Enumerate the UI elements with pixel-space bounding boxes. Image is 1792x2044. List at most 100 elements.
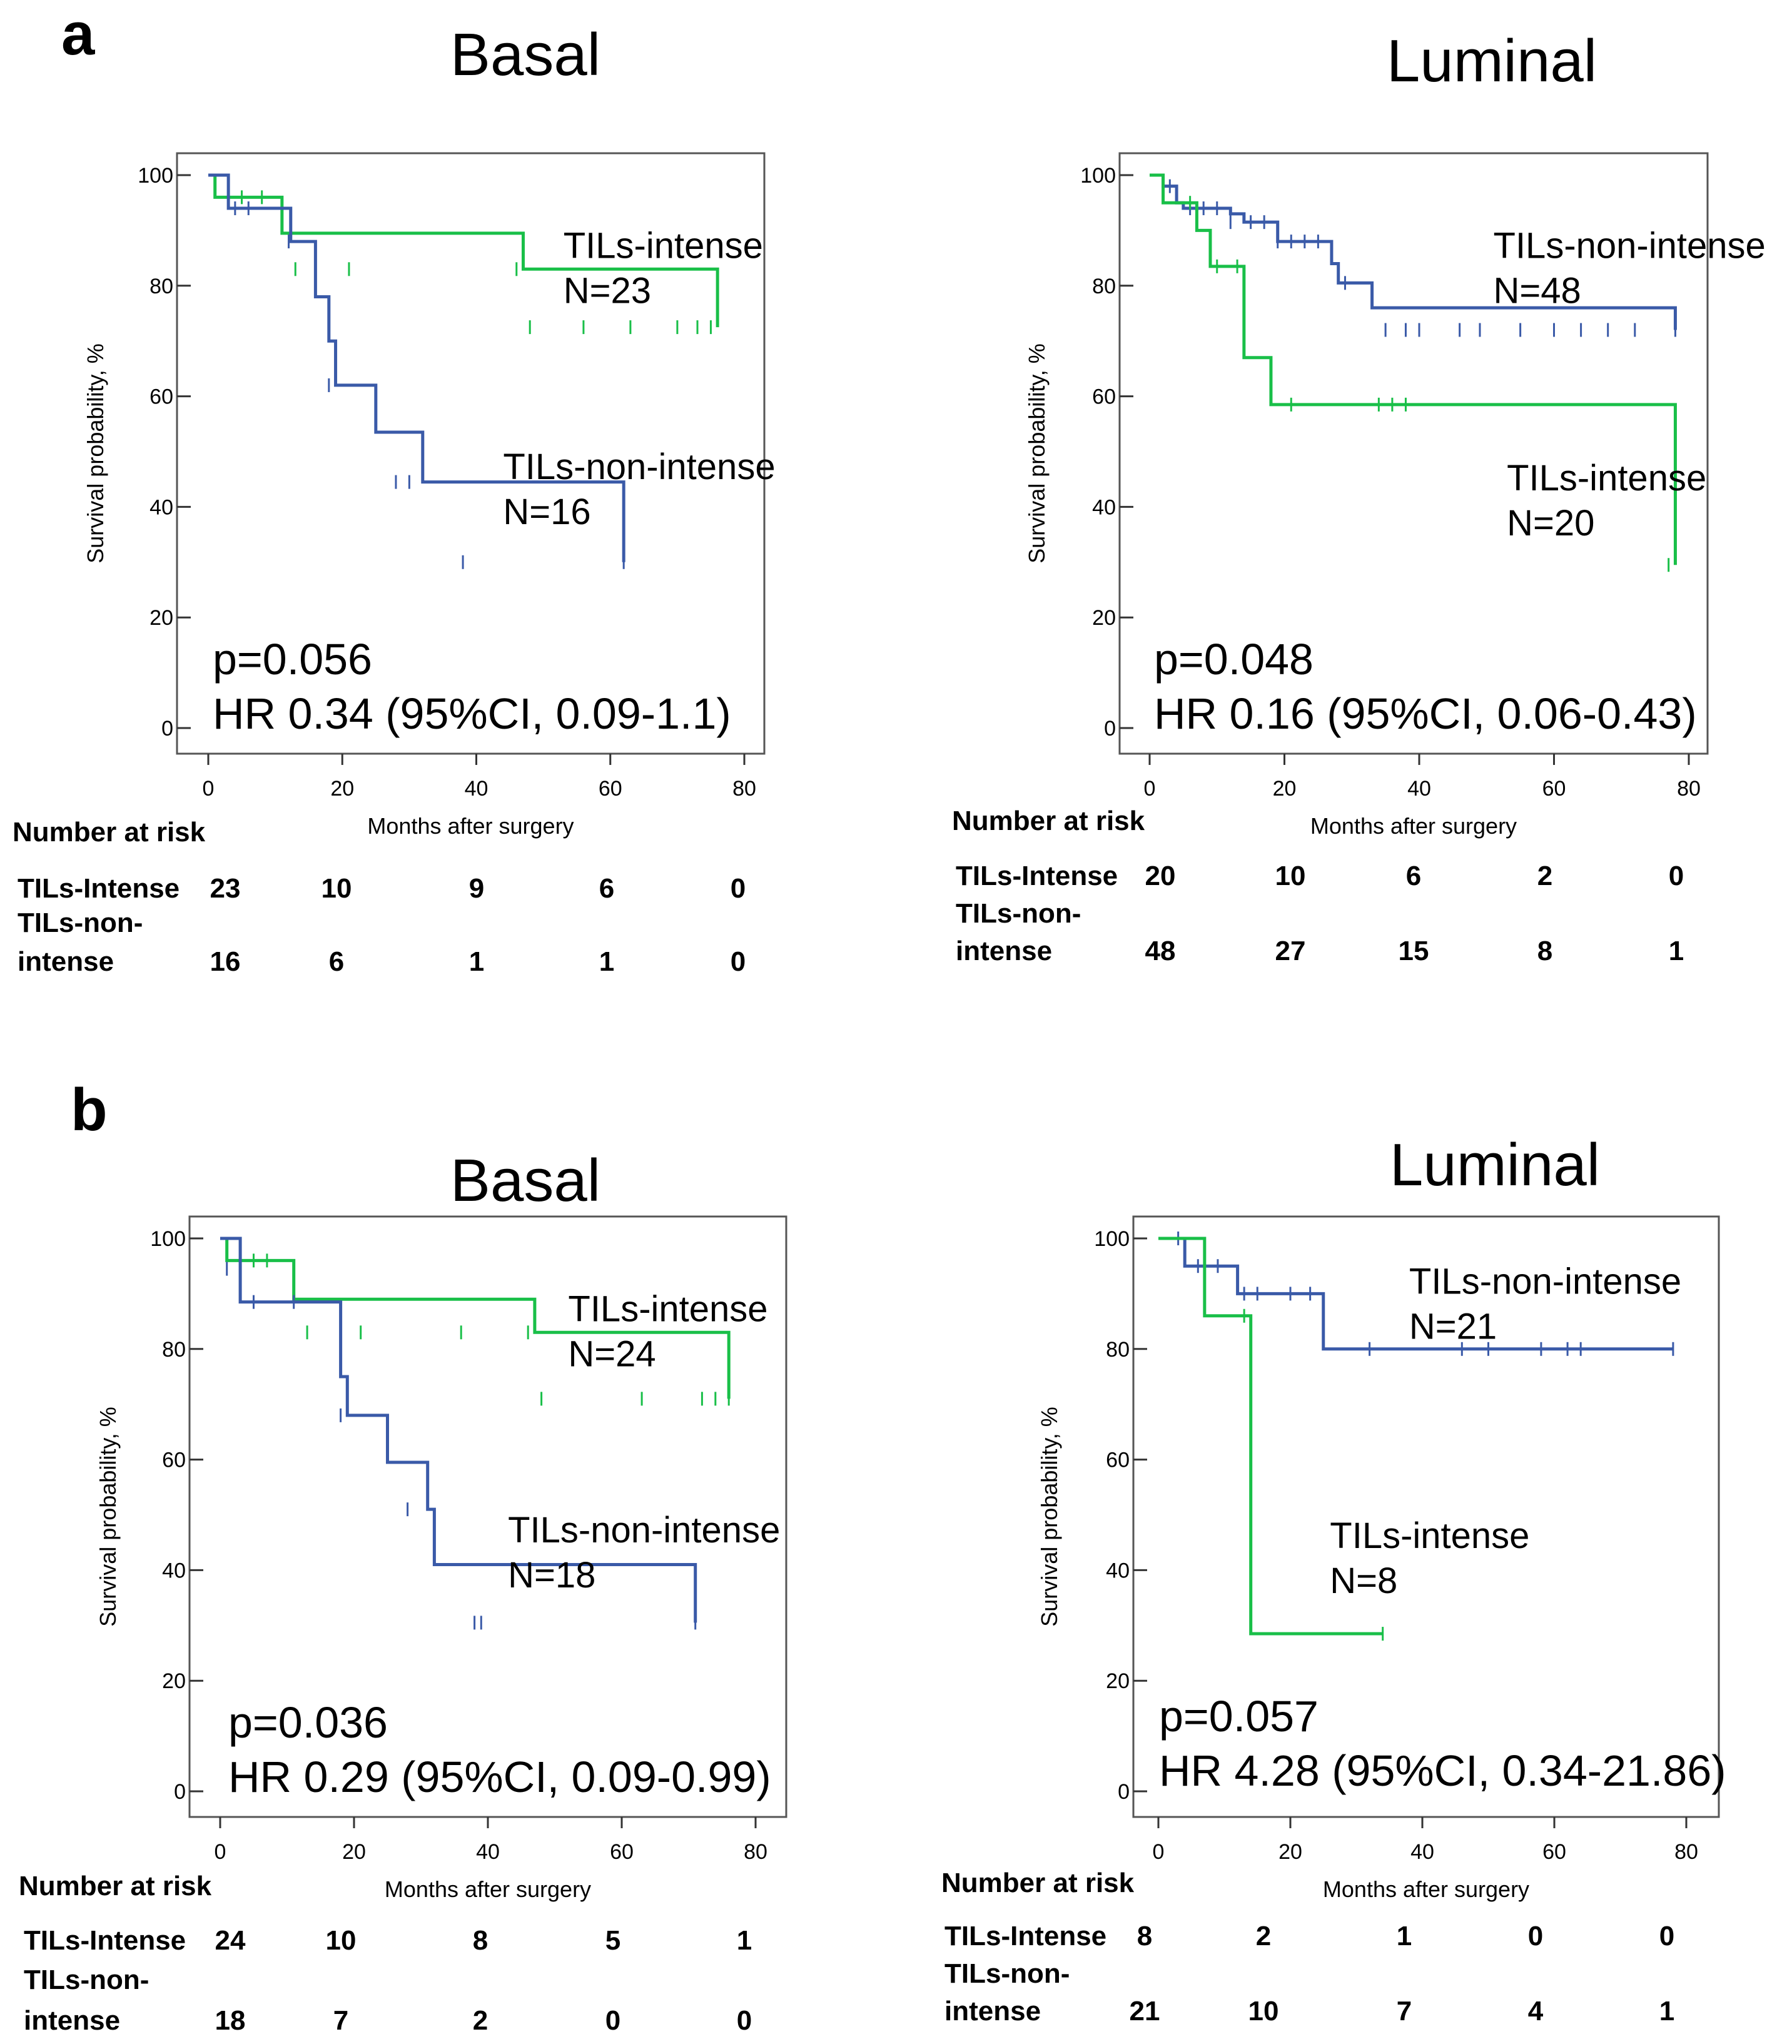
survival-curve — [220, 1237, 731, 1399]
curve-n-label: N=20 — [1507, 503, 1594, 544]
y-tick-label: 100 — [1094, 1227, 1130, 1251]
curve-label: TILs-non-intense — [1409, 1261, 1681, 1302]
risk-count: 8 — [1537, 936, 1552, 966]
y-tick-label: 80 — [162, 1338, 186, 1362]
risk-count: 5 — [605, 1925, 620, 1956]
risk-row-label: TILs-Intense — [956, 861, 1118, 891]
risk-row-label: TILs-non- — [24, 1965, 149, 1995]
x-axis-label: Months after surgery — [1310, 813, 1517, 839]
risk-count: 0 — [737, 2005, 752, 2036]
risk-count: 8 — [1137, 1921, 1152, 1951]
y-tick-label: 20 — [149, 606, 173, 630]
y-tick-label: 0 — [1118, 1780, 1130, 1804]
risk-count: 0 — [605, 2005, 620, 2036]
x-tick-label: 40 — [1407, 777, 1431, 801]
curve-label: TILs-intense — [564, 226, 763, 266]
x-tick-label: 40 — [476, 1840, 500, 1864]
risk-count: 2 — [473, 2005, 488, 2036]
p-value: p=0.057 — [1159, 1692, 1319, 1741]
risk-count: 1 — [1669, 936, 1684, 966]
p-value: p=0.036 — [228, 1698, 388, 1747]
risk-table-heading: Number at risk — [19, 1871, 212, 1901]
y-tick-label: 20 — [1092, 606, 1116, 630]
hazard-ratio: HR 0.34 (95%CI, 0.09-1.1) — [213, 689, 731, 738]
y-tick-label: 20 — [162, 1669, 186, 1693]
plot-frame — [1132, 1215, 1720, 1818]
risk-count: 0 — [731, 873, 746, 904]
y-tick-label: 60 — [1106, 1449, 1130, 1472]
risk-count: 6 — [329, 946, 344, 977]
y-tick-label: 40 — [1106, 1559, 1130, 1582]
curve-label: TILs-non-intense — [503, 447, 775, 487]
risk-table-heading: Number at risk — [941, 1868, 1135, 1898]
x-tick-label: 80 — [1674, 1840, 1698, 1864]
y-tick-label: 60 — [162, 1449, 186, 1472]
y-tick-label: 100 — [1080, 164, 1116, 188]
curve-n-label: N=48 — [1494, 271, 1581, 311]
y-tick-label: 100 — [138, 164, 173, 188]
risk-count: 24 — [215, 1925, 246, 1956]
y-tick-label: 0 — [1104, 717, 1116, 741]
risk-count: 21 — [1130, 1996, 1160, 2026]
risk-count: 6 — [1406, 861, 1421, 891]
hazard-ratio: HR 0.29 (95%CI, 0.09-0.99) — [228, 1753, 771, 1801]
y-tick-label: 40 — [1092, 495, 1116, 519]
risk-count: 1 — [599, 946, 614, 977]
curve-n-label: N=24 — [568, 1334, 656, 1375]
risk-count: 7 — [333, 2005, 348, 2036]
risk-count: 8 — [473, 1925, 488, 1956]
x-tick-label: 40 — [1410, 1840, 1434, 1864]
curve-n-label: N=18 — [508, 1555, 595, 1596]
x-tick-label: 40 — [465, 777, 488, 801]
x-tick-label: 80 — [1677, 777, 1701, 801]
survival-curve — [208, 173, 625, 562]
risk-row-label: intense — [944, 1996, 1041, 2026]
risk-count: 10 — [1248, 1996, 1279, 2026]
y-axis-label: Survival probability, % — [1036, 1407, 1062, 1626]
x-axis-label: Months after surgery — [385, 1876, 591, 1902]
plot-frame — [1118, 152, 1709, 755]
x-tick-label: 0 — [1153, 1840, 1165, 1864]
risk-count: 0 — [731, 946, 746, 977]
survival-curve — [1158, 1237, 1383, 1636]
curve-label: TILs-non-intense — [508, 1510, 780, 1551]
curve-n-label: N=23 — [564, 271, 651, 311]
risk-count: 10 — [326, 1925, 357, 1956]
risk-table-heading: Number at risk — [13, 817, 206, 847]
hazard-ratio: HR 4.28 (95%CI, 0.34-21.86) — [1159, 1746, 1726, 1795]
curve-n-label: N=21 — [1409, 1306, 1497, 1347]
risk-count: 9 — [469, 873, 484, 904]
x-tick-label: 20 — [1278, 1840, 1302, 1864]
x-tick-label: 60 — [1542, 777, 1566, 801]
x-tick-label: 20 — [342, 1840, 366, 1864]
risk-row-label: intense — [956, 936, 1052, 966]
risk-row-label: TILs-non- — [944, 1958, 1070, 1989]
risk-row-label: TILs-non- — [956, 898, 1081, 929]
y-tick-label: 0 — [161, 717, 173, 741]
risk-row-label: TILs-Intense — [18, 873, 180, 904]
survival-curve — [1150, 173, 1677, 330]
risk-count: 16 — [210, 946, 241, 977]
p-value: p=0.048 — [1154, 635, 1314, 684]
y-tick-label: 0 — [174, 1780, 186, 1804]
p-value: p=0.056 — [213, 635, 372, 684]
x-tick-label: 0 — [1144, 777, 1156, 801]
x-tick-label: 20 — [330, 777, 354, 801]
y-tick-label: 40 — [149, 495, 173, 519]
survival-curve — [220, 1237, 697, 1623]
risk-count: 15 — [1399, 936, 1429, 966]
curve-label: TILs-intense — [1330, 1515, 1529, 1556]
risk-row-label: intense — [18, 946, 114, 977]
risk-count: 1 — [1397, 1921, 1412, 1951]
chart-title: Basal — [450, 21, 600, 88]
curve-n-label: N=8 — [1330, 1561, 1397, 1601]
risk-count: 0 — [1528, 1921, 1543, 1951]
risk-count: 10 — [1275, 861, 1306, 891]
y-axis-label: Survival probability, % — [83, 343, 108, 563]
risk-count: 1 — [737, 1925, 752, 1956]
x-axis-label: Months after surgery — [1323, 1876, 1529, 1902]
